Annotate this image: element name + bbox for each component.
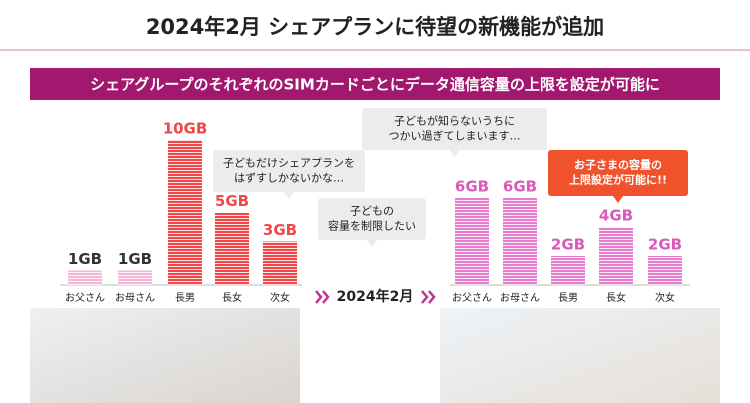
bar — [215, 212, 249, 285]
speech-bubble — [213, 150, 365, 192]
category-label: お母さん — [115, 292, 155, 304]
banner — [30, 68, 720, 100]
bubble-text: 子どもだけシェアプランを — [223, 157, 355, 170]
page-title: 2024年2月 シェアプランに待望の新機能が追加 — [146, 15, 604, 39]
bar — [263, 241, 297, 285]
bubble-text: 上限設定が可能に!! — [569, 173, 667, 187]
bubble-text: お子さまの容量の — [574, 158, 662, 172]
bubble-tail — [284, 192, 294, 199]
chevron — [428, 290, 436, 304]
value-label: 2GB — [551, 236, 585, 254]
bubble-text: 子どもの — [350, 205, 394, 218]
bar — [648, 256, 682, 285]
bubble-tail — [613, 196, 623, 203]
value-label: 5GB — [215, 192, 249, 210]
chevron — [315, 290, 323, 304]
category-label: お父さん — [452, 292, 492, 304]
category-label: 長男 — [558, 292, 578, 304]
category-label: 長女 — [606, 291, 626, 304]
speech-bubble — [548, 150, 688, 196]
value-label: 1GB — [118, 250, 152, 268]
bar — [551, 256, 585, 285]
value-label: 10GB — [163, 120, 208, 138]
transition: 2024年2月 — [315, 288, 436, 305]
value-label: 1GB — [68, 250, 102, 268]
value-label: 4GB — [599, 207, 633, 225]
bar — [68, 270, 102, 285]
category-label: 次女 — [270, 291, 290, 304]
bubble-tail — [449, 150, 460, 157]
category-label: 次女 — [655, 291, 675, 304]
bubble-text: 子どもが知らないうちに — [394, 114, 515, 128]
bubble-text: つかい過ぎてしまいます… — [389, 129, 521, 143]
value-label: 3GB — [263, 221, 297, 239]
bubble-text: はずすしかないかな… — [234, 172, 344, 185]
speech-bubble — [318, 198, 426, 240]
bar — [455, 198, 489, 285]
transition-label: 2024年2月 — [337, 288, 414, 305]
bar — [168, 140, 202, 285]
bar — [503, 198, 537, 285]
bubble-tail — [367, 240, 377, 247]
bar — [599, 227, 633, 285]
category-label: 長女 — [222, 291, 242, 304]
banner-text: シェアグループのそれぞれのSIMカードごとにデータ通信容量の上限を設定が可能に — [90, 76, 660, 94]
value-label: 6GB — [455, 178, 489, 196]
chevron — [421, 290, 429, 304]
category-label: 長男 — [175, 292, 195, 304]
category-label: お父さん — [65, 292, 105, 304]
bubble-text: 容量を制限したい — [328, 219, 416, 233]
value-label: 6GB — [503, 178, 537, 196]
family-photo — [440, 308, 720, 403]
value-label: 2GB — [648, 236, 682, 254]
bar — [118, 270, 152, 285]
chevron — [322, 290, 330, 304]
family-photo — [30, 308, 300, 403]
category-label: お母さん — [500, 292, 540, 304]
speech-bubble — [362, 108, 547, 150]
